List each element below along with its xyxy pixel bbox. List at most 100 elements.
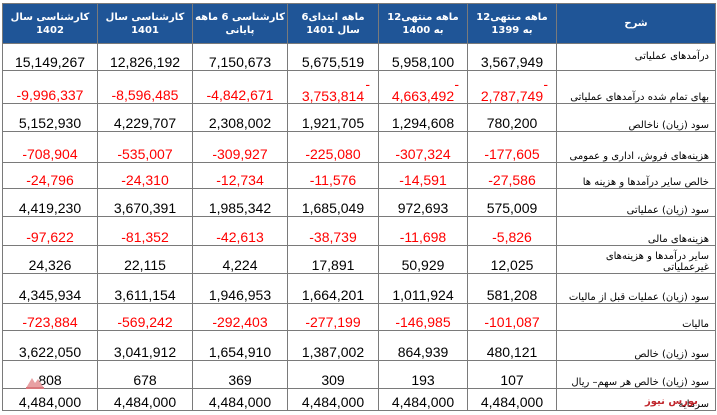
table-cell: -9,996,337 (2, 69, 98, 105)
table-cell: 1,011,924 (378, 273, 468, 304)
table-cell: 309 (287, 359, 379, 389)
table-row: -723,884 -569,242 -292,403 -277,199 -146,985… (2, 302, 716, 332)
table-cell: 972,693 (378, 188, 468, 218)
table-cell: -24,310 (97, 161, 193, 190)
table-cell: 107 (467, 359, 557, 389)
negative-sign: - (365, 76, 370, 93)
table-cell: -5,826 (467, 216, 557, 247)
row-label: بهای تمام شده درآمدهای عملیاتی (556, 69, 716, 105)
table-cell: -177,605 (467, 131, 557, 163)
table-cell: -8,596,485 (97, 69, 193, 105)
table-cell: -11,576 (287, 161, 379, 190)
table-cell: 4,484,000 (467, 387, 557, 412)
table-cell: 15,149,267 (2, 43, 98, 71)
table-cell: 864,939 (378, 330, 468, 361)
table-cell: -307,324 (378, 131, 468, 163)
table-cell: 4,419,230 (2, 188, 98, 218)
cell-value: 2,787,749 (480, 88, 544, 104)
table-cell: 1,387,002 (287, 330, 379, 361)
col-header-12m-1399: 12ماهه منتهی به 1399 (467, 3, 557, 44)
table-cell: 22,115 (97, 245, 193, 275)
table-cell: 1,946,953 (192, 273, 288, 304)
table-cell: -292,403 (192, 302, 288, 332)
table-cell: 808 (2, 359, 98, 389)
cell-value: 4,663,492 (391, 88, 455, 104)
table-cell: -309,927 (192, 131, 288, 163)
table-row: -97,622 -81,352 -42,613 -38,739 -11,698 -5,82… (2, 216, 716, 247)
row-label: سود (زیان) ناخالص (556, 103, 716, 133)
table-cell: -146,985 (378, 302, 468, 332)
row-label: هزینه‌های مالی (556, 216, 716, 247)
table-cell: 1,664,201 (287, 273, 379, 304)
table-cell: -3,753,814 (287, 69, 379, 105)
header-row: کارشناسی سال 1402 کارشناسی سال 1401 کارشنا… (2, 3, 716, 44)
table-cell: 780,200 (467, 103, 557, 133)
table-cell: 5,958,100 (378, 43, 468, 71)
table-cell: -225,080 (287, 131, 379, 163)
table-cell: -97,622 (2, 216, 98, 247)
row-label: سود (زیان) خالص هر سهم– ریال (556, 359, 716, 389)
table-row: 4,419,230 3,670,391 1,985,342 1,685,049 972,… (2, 188, 716, 218)
table-cell: 2,308,002 (192, 103, 288, 133)
row-label: خالص سایر درآمدها و هزینه ها (556, 161, 716, 190)
negative-sign: - (454, 76, 459, 93)
table-cell: 5,675,519 (287, 43, 379, 71)
cell-value: 3,753,814 (301, 88, 365, 104)
table-cell: 1,921,705 (287, 103, 379, 133)
table-cell: -101,087 (467, 302, 557, 332)
col-header-1401: کارشناسی سال 1401 (97, 3, 193, 44)
table-row: -9,996,337 -8,596,485 -4,842,671-3,753,814… (2, 69, 716, 105)
table-cell: 1,685,049 (287, 188, 379, 218)
table-row: -24,796 -24,310 -12,734 -11,576 -14,591 -27,5… (2, 161, 716, 190)
table-cell: 1,654,910 (192, 330, 288, 361)
table-cell: -11,698 (378, 216, 468, 247)
table-cell: 4,484,000 (2, 387, 98, 412)
table-cell: -4,663,492 (378, 69, 468, 105)
table-cell: -569,242 (97, 302, 193, 332)
table-cell: 1,294,608 (378, 103, 468, 133)
table-row: 808 678 369 309 193 107 سود (زیان) خالص هر سهم… (2, 359, 716, 389)
table-cell: 480,121 (467, 330, 557, 361)
row-label: سود (زیان) عملیات قبل از مالیات (556, 273, 716, 304)
table-cell: -723,884 (2, 302, 98, 332)
table-cell: 4,484,000 (378, 387, 468, 412)
table-cell: 369 (192, 359, 288, 389)
table-cell: 3,622,050 (2, 330, 98, 361)
table-cell: 3,611,154 (97, 273, 193, 304)
table-cell: 12,826,192 (97, 43, 193, 71)
news-logo-icon (26, 378, 44, 389)
table-cell: -2,787,749 (467, 69, 557, 105)
table-cell: 5,152,930 (2, 103, 98, 133)
table-row: -708,904 -535,007 -309,927 -225,080 -307,324… (2, 131, 716, 163)
table-cell: 581,208 (467, 273, 557, 304)
table-row: 3,622,050 3,041,912 1,654,910 1,387,002 864,… (2, 330, 716, 361)
watermark: بورس نیوز (645, 396, 698, 407)
table-cell: 50,929 (378, 245, 468, 275)
table-cell: -4,842,671 (192, 69, 288, 105)
table-cell: 4,484,000 (97, 387, 193, 412)
col-header-description: شرح (556, 3, 716, 44)
financial-table: کارشناسی سال 1402 کارشناسی سال 1401 کارشنا… (2, 3, 716, 412)
row-label: مالیات (556, 302, 716, 332)
table-row: 15,149,267 12,826,192 7,150,673 5,675,519 5,… (2, 43, 716, 71)
table-cell: 17,891 (287, 245, 379, 275)
table-cell: 193 (378, 359, 468, 389)
row-label: هزینه‌های فروش، اداری و عمومی (556, 131, 716, 163)
table-cell: 7,150,673 (192, 43, 288, 71)
table-cell: 575,009 (467, 188, 557, 218)
row-label: سرمایه (556, 387, 716, 412)
col-header-1402: کارشناسی سال 1402 (2, 3, 98, 44)
table-cell: 3,567,949 (467, 43, 557, 71)
table-cell: 1,985,342 (192, 188, 288, 218)
table-cell: 4,224 (192, 245, 288, 275)
table-cell: 3,670,391 (97, 188, 193, 218)
table-cell: 4,229,707 (97, 103, 193, 133)
table-row: 24,326 22,115 4,224 17,891 50,929 12,025 سایر … (2, 245, 716, 275)
table-cell: -24,796 (2, 161, 98, 190)
row-label: سود (زیان) خالص (556, 330, 716, 361)
negative-sign: - (543, 76, 548, 93)
table-cell: -42,613 (192, 216, 288, 247)
row-label: سود (زیان) عملیاتی (556, 188, 716, 218)
table-cell: -27,586 (467, 161, 557, 190)
col-header-6m-final: کارشناسی 6 ماهه پایانی (192, 3, 288, 44)
